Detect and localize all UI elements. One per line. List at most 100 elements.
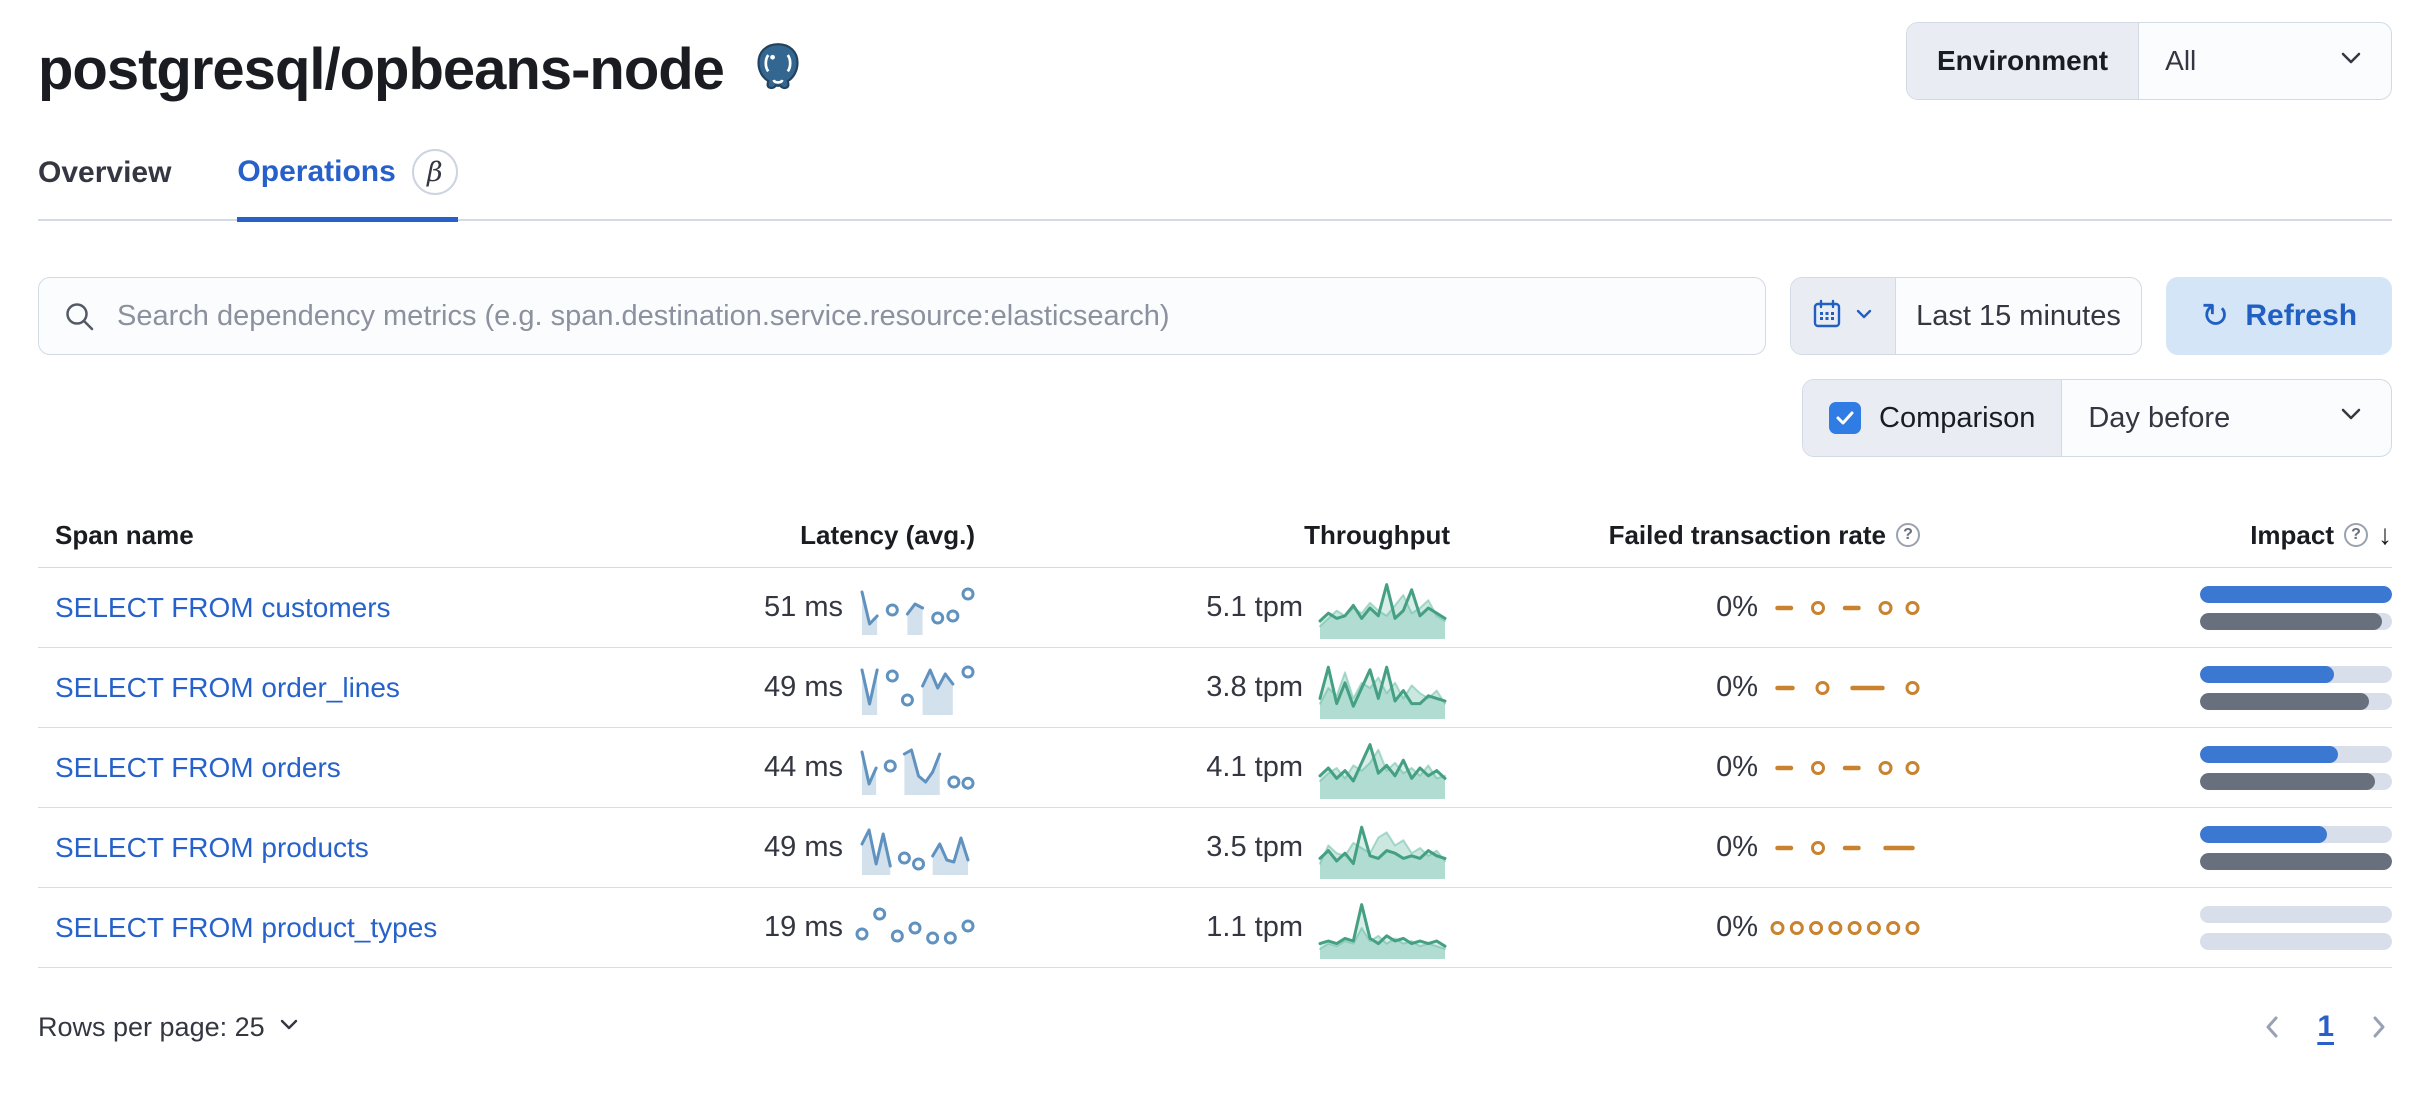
chevron-down-icon bbox=[1853, 303, 1875, 330]
tab-bar: Overview Operations β bbox=[38, 149, 2392, 222]
impact-current-bar bbox=[2200, 745, 2339, 763]
span-name-link[interactable]: SELECT FROM orders bbox=[55, 751, 341, 783]
impact-current-bar bbox=[2200, 825, 2327, 843]
table-row: SELECT FROM customers 51 ms 5.1 tpm 0% bbox=[38, 568, 2392, 648]
latency-sparkline bbox=[860, 665, 975, 715]
impact-previous-bar bbox=[2200, 612, 2383, 630]
title-wrap: postgresql/opbeans-node bbox=[38, 22, 804, 103]
comparison-select[interactable]: Day before bbox=[2062, 380, 2391, 456]
throughput-value: 1.1 tpm bbox=[1206, 911, 1303, 943]
impact-current-bar bbox=[2200, 665, 2335, 683]
postgresql-icon bbox=[752, 41, 804, 98]
help-icon[interactable]: ? bbox=[2344, 523, 2368, 547]
sort-desc-icon[interactable]: ↓ bbox=[2378, 519, 2392, 550]
latency-value: 49 ms bbox=[764, 831, 843, 863]
failed-rate-value: 0% bbox=[1716, 591, 1758, 623]
col-span-name[interactable]: Span name bbox=[55, 519, 194, 550]
environment-label: Environment bbox=[1907, 23, 2140, 99]
refresh-button[interactable]: ↻ Refresh bbox=[2166, 277, 2392, 355]
failed-rate-sparkline bbox=[1775, 760, 1920, 775]
throughput-value: 3.5 tpm bbox=[1206, 831, 1303, 863]
table-row: SELECT FROM product_types 19 ms 1.1 tpm … bbox=[38, 888, 2392, 968]
failed-rate-value: 0% bbox=[1716, 831, 1758, 863]
col-throughput[interactable]: Throughput bbox=[1304, 519, 1450, 550]
operations-table: Span name Latency (avg.) Throughput Fail… bbox=[38, 519, 2392, 968]
span-name-link[interactable]: SELECT FROM customers bbox=[55, 591, 391, 623]
rows-per-page-button[interactable]: Rows per page: 25 bbox=[38, 1012, 301, 1043]
page-header: postgresql/opbeans-node Environment All bbox=[38, 22, 2392, 103]
impact-bars bbox=[2200, 585, 2392, 630]
throughput-sparkline bbox=[1318, 902, 1447, 959]
table-row: SELECT FROM orders 44 ms 4.1 tpm 0% bbox=[38, 728, 2392, 808]
failed-rate-value: 0% bbox=[1716, 911, 1758, 943]
impact-bars bbox=[2200, 825, 2392, 870]
impact-bars bbox=[2200, 665, 2392, 710]
span-name-link[interactable]: SELECT FROM product_types bbox=[55, 911, 438, 943]
comparison-checkbox[interactable] bbox=[1829, 402, 1861, 434]
impact-bars bbox=[2200, 905, 2392, 950]
span-name-link[interactable]: SELECT FROM order_lines bbox=[55, 671, 400, 703]
controls-row: Last 15 minutes ↻ Refresh bbox=[38, 277, 2392, 355]
search-box bbox=[38, 277, 1766, 355]
page-number[interactable]: 1 bbox=[2317, 1010, 2334, 1043]
throughput-value: 3.8 tpm bbox=[1206, 671, 1303, 703]
next-page-button[interactable] bbox=[2364, 1013, 2392, 1041]
latency-value: 44 ms bbox=[764, 751, 843, 783]
latency-value: 19 ms bbox=[764, 911, 843, 943]
failed-rate-sparkline bbox=[1775, 600, 1920, 615]
latency-sparkline bbox=[860, 748, 975, 795]
col-failed-rate[interactable]: Failed transaction rate ? bbox=[1450, 520, 1920, 551]
table-footer: Rows per page: 25 1 bbox=[38, 1010, 2392, 1044]
date-picker: Last 15 minutes bbox=[1790, 277, 2142, 355]
throughput-sparkline bbox=[1318, 742, 1447, 799]
throughput-value: 5.1 tpm bbox=[1206, 591, 1303, 623]
time-range-value[interactable]: Last 15 minutes bbox=[1916, 299, 2121, 332]
table-row: SELECT FROM order_lines 49 ms 3.8 tpm 0% bbox=[38, 648, 2392, 728]
latency-sparkline bbox=[860, 828, 970, 875]
tab-overview[interactable]: Overview bbox=[38, 156, 172, 189]
failed-rate-sparkline bbox=[1775, 680, 1920, 695]
table-header: Span name Latency (avg.) Throughput Fail… bbox=[38, 519, 2392, 568]
throughput-sparkline bbox=[1318, 582, 1447, 639]
latency-sparkline bbox=[860, 587, 975, 635]
chevron-down-icon bbox=[2337, 400, 2365, 436]
chevron-down-icon bbox=[277, 1012, 301, 1043]
impact-previous-bar bbox=[2200, 772, 2375, 790]
chevron-down-icon bbox=[2337, 44, 2365, 79]
table-row: SELECT FROM products 49 ms 3.5 tpm 0% bbox=[38, 808, 2392, 888]
comparison-label: Comparison bbox=[1879, 401, 2036, 434]
search-input[interactable] bbox=[38, 277, 1766, 355]
span-name-link[interactable]: SELECT FROM products bbox=[55, 831, 369, 863]
page-title: postgresql/opbeans-node bbox=[38, 37, 725, 102]
comparison-prepend: Comparison bbox=[1803, 380, 2063, 456]
latency-sparkline bbox=[855, 907, 975, 944]
failed-rate-value: 0% bbox=[1716, 751, 1758, 783]
col-latency[interactable]: Latency (avg.) bbox=[800, 519, 975, 550]
environment-select[interactable]: Environment All bbox=[1906, 22, 2392, 100]
refresh-icon: ↻ bbox=[2200, 297, 2230, 335]
throughput-value: 4.1 tpm bbox=[1206, 751, 1303, 783]
calendar-icon bbox=[1811, 298, 1843, 335]
impact-bars bbox=[2200, 745, 2392, 790]
throughput-sparkline bbox=[1318, 825, 1447, 879]
failed-rate-sparkline bbox=[1770, 920, 1920, 935]
latency-value: 51 ms bbox=[764, 591, 843, 623]
throughput-sparkline bbox=[1318, 665, 1447, 719]
latency-value: 49 ms bbox=[764, 671, 843, 703]
impact-previous-bar bbox=[2200, 692, 2369, 710]
comparison-control: Comparison Day before bbox=[1802, 379, 2392, 457]
apm-dependency-page: postgresql/opbeans-node Environment All … bbox=[38, 22, 2392, 1044]
search-icon bbox=[62, 299, 98, 340]
table-body: SELECT FROM customers 51 ms 5.1 tpm 0% S… bbox=[38, 568, 2392, 968]
help-icon[interactable]: ? bbox=[1896, 523, 1920, 547]
col-impact[interactable]: Impact ? ↓ bbox=[2250, 519, 2392, 550]
impact-previous-bar bbox=[2200, 852, 2392, 870]
date-picker-calendar-button[interactable] bbox=[1791, 278, 1896, 354]
tab-operations[interactable]: Operations β bbox=[237, 149, 458, 222]
tabs-divider bbox=[38, 219, 2392, 221]
beta-badge: β bbox=[411, 149, 458, 195]
pagination: 1 bbox=[2259, 1010, 2392, 1044]
impact-current-bar bbox=[2200, 585, 2392, 603]
environment-value[interactable]: All bbox=[2139, 23, 2391, 99]
previous-page-button[interactable] bbox=[2259, 1013, 2287, 1041]
